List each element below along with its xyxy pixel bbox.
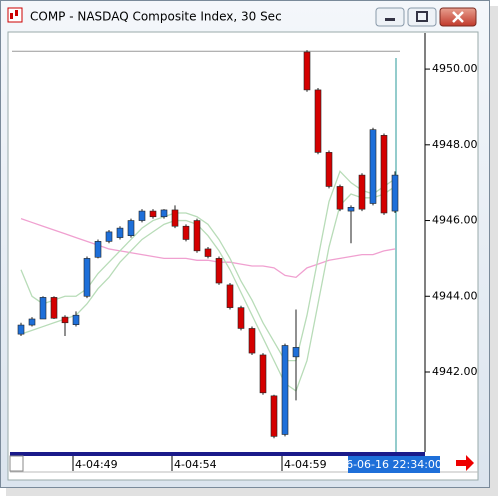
candle-body bbox=[303, 51, 311, 91]
candle-body bbox=[215, 258, 223, 284]
candle-body bbox=[391, 174, 399, 212]
chart-area bbox=[7, 31, 479, 481]
candle-body bbox=[237, 307, 245, 329]
candle-body bbox=[61, 316, 69, 324]
maximize-button[interactable] bbox=[407, 7, 437, 27]
candle-body bbox=[171, 209, 179, 227]
scrollbar[interactable] bbox=[10, 452, 425, 456]
scroll-box[interactable] bbox=[9, 455, 24, 472]
candle-body bbox=[28, 318, 36, 326]
minimize-icon bbox=[385, 18, 395, 21]
x-tick-label: 4-04:49 bbox=[75, 458, 118, 471]
candle-body bbox=[292, 347, 300, 358]
candle-body bbox=[347, 206, 355, 212]
candle-body bbox=[281, 345, 289, 435]
cursor-label-bg bbox=[348, 456, 440, 473]
y-tick-label: 4950.00 bbox=[432, 62, 478, 75]
app-icon-bar bbox=[10, 13, 13, 19]
candle-body bbox=[358, 174, 366, 210]
candle-body bbox=[226, 284, 234, 308]
candle-body bbox=[270, 395, 278, 437]
scroll-arrow[interactable] bbox=[456, 455, 474, 471]
candle-body bbox=[182, 225, 190, 240]
y-tick-label: 4942.00 bbox=[432, 365, 478, 378]
x-tick-label: 4-04:54 bbox=[174, 458, 217, 471]
candle-body bbox=[138, 210, 146, 221]
y-tick-label: 4944.00 bbox=[432, 289, 478, 302]
indicator-line bbox=[20, 170, 396, 362]
candle-body bbox=[94, 241, 102, 258]
candle-body bbox=[50, 297, 58, 319]
y-tick-label: 4948.00 bbox=[432, 138, 478, 151]
candle-body bbox=[248, 328, 256, 354]
candle-body bbox=[116, 227, 124, 238]
candle-body bbox=[72, 314, 80, 325]
close-icon bbox=[452, 11, 464, 23]
candle-body bbox=[314, 89, 322, 153]
candle-body bbox=[83, 258, 91, 297]
app-icon-bar bbox=[15, 10, 18, 16]
candle-body bbox=[17, 324, 25, 335]
cursor-label: 6-06-16 22:34:00 bbox=[346, 458, 442, 471]
candle-body bbox=[149, 210, 157, 218]
candle-body bbox=[204, 248, 212, 257]
x-tick-label: 4-04:59 bbox=[284, 458, 327, 471]
candle-body bbox=[369, 129, 377, 204]
candle-body bbox=[325, 152, 333, 187]
minimize-button[interactable] bbox=[375, 7, 405, 27]
indicator-line bbox=[20, 218, 396, 279]
candle-body bbox=[160, 209, 168, 218]
candle-body bbox=[193, 220, 201, 252]
candle-body bbox=[127, 220, 135, 236]
candle-body bbox=[39, 297, 47, 320]
indicator-line bbox=[20, 185, 396, 392]
candle-body bbox=[336, 186, 344, 210]
y-tick-label: 4946.00 bbox=[432, 214, 478, 227]
candle-body bbox=[380, 135, 388, 214]
window-title: COMP - NASDAQ Composite Index, 30 Sec bbox=[30, 10, 282, 24]
candle-body bbox=[105, 231, 113, 242]
candle-body bbox=[259, 354, 267, 394]
maximize-icon bbox=[416, 11, 428, 22]
